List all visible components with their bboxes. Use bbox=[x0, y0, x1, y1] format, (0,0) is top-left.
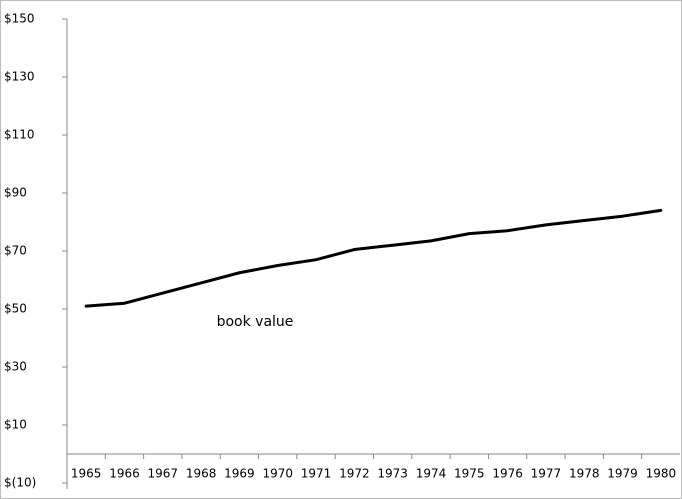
x-tick-label: 1978 bbox=[569, 467, 600, 481]
annotation: book value bbox=[217, 314, 294, 330]
x-tick-label: 1976 bbox=[492, 467, 523, 481]
y-tick-label: $150 bbox=[4, 12, 35, 26]
x-tick-label: 1969 bbox=[224, 467, 255, 481]
x-tick-label: 1967 bbox=[148, 467, 179, 481]
x-tick-label: 1977 bbox=[531, 467, 562, 481]
y-tick-label: $10 bbox=[4, 418, 27, 432]
x-tick-label: 1975 bbox=[454, 467, 485, 481]
line-series bbox=[84, 208, 663, 308]
y-tick-label: $130 bbox=[4, 70, 35, 84]
y-tick-label: $30 bbox=[4, 360, 27, 374]
x-tick-label: 1979 bbox=[607, 467, 638, 481]
y-tick-label: $70 bbox=[4, 244, 27, 258]
x-tick-label: 1974 bbox=[416, 467, 447, 481]
x-tick-label: 1970 bbox=[262, 467, 293, 481]
y-tick-label: $50 bbox=[4, 302, 27, 316]
y-tick-label: $(10) bbox=[4, 476, 36, 490]
x-tick-label: 1965 bbox=[71, 467, 102, 481]
x-tick-label: 1971 bbox=[301, 467, 332, 481]
x-tick-label: 1980 bbox=[646, 467, 677, 481]
x-tick-label: 1973 bbox=[377, 467, 408, 481]
x-tick-label: 1966 bbox=[109, 467, 140, 481]
x-tick-label: 1968 bbox=[186, 467, 217, 481]
y-tick-label: $90 bbox=[4, 186, 27, 200]
x-tick-label: 1972 bbox=[339, 467, 370, 481]
y-tick-label: $110 bbox=[4, 128, 35, 142]
